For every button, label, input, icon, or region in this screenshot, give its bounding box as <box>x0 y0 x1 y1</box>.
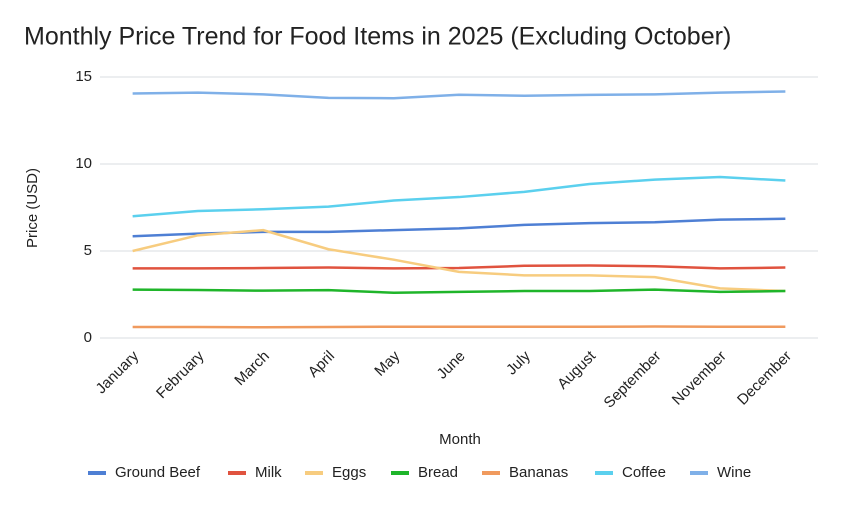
x-tick-label: May <box>371 347 403 379</box>
x-tick-label: January <box>93 347 143 397</box>
x-tick-label: December <box>734 348 795 409</box>
legend-label: Wine <box>717 464 751 481</box>
x-tick-label: April <box>305 348 338 381</box>
legend-label: Coffee <box>622 464 666 481</box>
y-axis-label: Price (USD) <box>24 168 41 248</box>
legend-label: Bananas <box>509 464 568 481</box>
x-tick-label: September <box>601 348 665 412</box>
series-line <box>132 288 786 295</box>
legend-label: Ground Beef <box>115 464 201 481</box>
y-tick-label: 5 <box>84 242 92 259</box>
x-tick-label: February <box>153 347 208 402</box>
x-tick-label: March <box>231 348 272 389</box>
series-line <box>132 90 786 100</box>
chart-title: Monthly Price Trend for Food Items in 20… <box>24 23 731 51</box>
x-tick-label: June <box>434 348 469 383</box>
y-tick-label: 15 <box>75 68 92 85</box>
legend-label: Eggs <box>332 464 366 481</box>
x-axis-label: Month <box>439 431 481 448</box>
series-line <box>132 264 786 270</box>
y-tick-label: 0 <box>84 329 92 346</box>
series-line <box>132 228 786 293</box>
legend-label: Milk <box>255 464 282 481</box>
series-line <box>132 175 786 218</box>
x-tick-label: November <box>669 348 730 409</box>
legend-label: Bread <box>418 464 458 481</box>
x-tick-label: July <box>503 347 534 378</box>
series-line <box>132 325 786 329</box>
y-tick-label: 10 <box>75 155 92 172</box>
x-tick-label: August <box>554 347 600 393</box>
